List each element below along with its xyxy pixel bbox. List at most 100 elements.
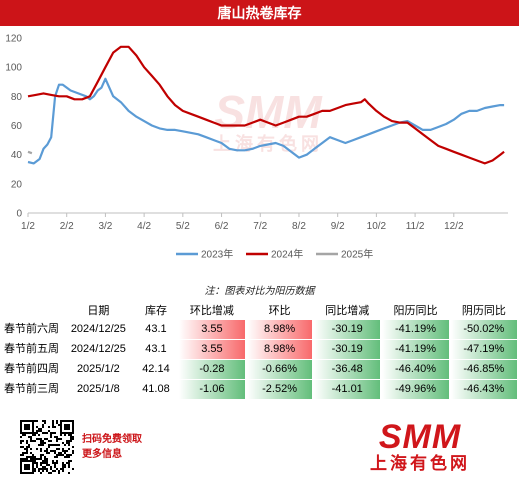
footer: 扫码免费领取 更多信息 SMM 上海有色网 xyxy=(0,414,519,491)
x-tick-label: 5/2 xyxy=(176,221,190,232)
y-tick-label: 60 xyxy=(11,121,23,132)
table-row: 春节前三周 2025/1/8 41.08 -1.06 -2.52% -41.01 -49.9… xyxy=(4,380,517,399)
inventory-table: 日期 库存 环比增减 环比 同比增减 阳历同比 阴历同比 春节前六周 2024/1… xyxy=(2,299,519,400)
scan-text: 扫码免费领取 更多信息 xyxy=(82,432,142,462)
cell-chg_pct: -0.66% xyxy=(247,360,313,379)
y-tick-label: 120 xyxy=(5,34,22,45)
cell-value: -46.85% xyxy=(450,360,517,379)
cell-value: -46.40% xyxy=(382,360,449,379)
series-line-2 xyxy=(27,150,33,155)
cell-value: -41.19% xyxy=(382,320,449,339)
table-row: 春节前六周 2024/12/25 43.1 3.55 8.98% -30.19 -41.19… xyxy=(4,320,517,339)
header-cell: 阴历同比 xyxy=(461,304,506,317)
cell-value: -36.48 xyxy=(314,360,381,379)
cell-yoy_chg: -36.48 xyxy=(314,360,381,379)
cell-value: -0.28 xyxy=(178,360,246,379)
x-tick-label: 6/2 xyxy=(215,221,229,232)
cell-yoy: -46.40% xyxy=(382,360,449,379)
cell-name: 春节前四周 xyxy=(4,360,62,379)
x-tick-label: 9/2 xyxy=(331,221,345,232)
watermark-subtext: 上海有色网 xyxy=(213,133,323,154)
cell-value: -41.19% xyxy=(382,340,449,359)
x-tick-label: 3/2 xyxy=(98,221,112,232)
x-tick-label: 8/2 xyxy=(292,221,306,232)
smm-logo: SMM 上海有色网 xyxy=(365,420,475,480)
cell-value: 春节前五周 xyxy=(4,343,59,355)
qr-code-icon[interactable] xyxy=(20,420,74,474)
cell-value: 43.1 xyxy=(145,343,167,355)
y-tick-label: 20 xyxy=(11,179,23,190)
cell-lunar: -50.02% xyxy=(450,320,517,339)
table-body: 春节前六周 2024/12/25 43.1 3.55 8.98% -30.19 -41.19… xyxy=(4,320,517,399)
watermark-text: SMM xyxy=(214,86,323,138)
cell-value: -2.52% xyxy=(247,380,313,399)
scan-line-1: 扫码免费领取 xyxy=(82,434,142,445)
cell-stock: 42.14 xyxy=(135,360,177,379)
logo-subtext: 上海有色网 xyxy=(370,454,470,473)
cell-value: -0.66% xyxy=(247,360,313,379)
header-cell xyxy=(4,300,62,319)
y-tick-label: 0 xyxy=(16,209,22,220)
cell-chg: 3.55 xyxy=(178,340,246,359)
cell-value: 2024/12/25 xyxy=(70,343,126,355)
table-header-row: 日期 库存 环比增减 环比 同比增减 阳历同比 阴历同比 xyxy=(4,300,517,319)
cell-value: 42.14 xyxy=(142,363,170,375)
cell-value: 春节前六周 xyxy=(4,323,59,335)
series-line-1 xyxy=(27,45,505,165)
x-tick-label: 7/2 xyxy=(253,221,267,232)
cell-stock: 43.1 xyxy=(135,320,177,339)
chart-note: 注：图表对比为阳历数据 xyxy=(204,286,315,297)
legend-label: 2025年 xyxy=(341,248,373,261)
cell-name: 春节前六周 xyxy=(4,320,62,339)
cell-value: 3.55 xyxy=(178,340,246,359)
cell-value: -50.02% xyxy=(450,320,517,339)
cell-value: 2025/1/2 xyxy=(76,363,120,375)
x-tick-label: 12/2 xyxy=(444,221,464,232)
cell-chg: -0.28 xyxy=(178,360,246,379)
cell-date: 2024/12/25 xyxy=(64,340,134,359)
cell-yoy: -41.19% xyxy=(382,340,449,359)
cell-value: 8.98% xyxy=(247,320,313,339)
cell-lunar: -46.43% xyxy=(450,380,517,399)
logo-text: SMM xyxy=(378,418,462,456)
cell-yoy: -41.19% xyxy=(382,320,449,339)
cell-yoy_chg: -30.19 xyxy=(314,320,381,339)
cell-stock: 43.1 xyxy=(135,340,177,359)
line-chart: SMM 上海有色网 0 20 40 60 80 100 120 1/2 2/2 3/2 4/2 5/2 6/… xyxy=(0,28,519,278)
cell-value: 3.55 xyxy=(178,320,246,339)
cell-value: 2025/1/8 xyxy=(76,383,120,395)
x-tick-label: 1/2 xyxy=(21,221,35,232)
cell-chg_pct: 8.98% xyxy=(247,340,313,359)
y-tick-label: 100 xyxy=(5,63,22,74)
cell-chg: -1.06 xyxy=(178,380,246,399)
header-cell: 环比增减 xyxy=(189,304,234,317)
cell-name: 春节前三周 xyxy=(4,380,62,399)
cell-value: 41.08 xyxy=(142,383,170,395)
table-row: 春节前四周 2025/1/2 42.14 -0.28 -0.66% -36.48 -46.4… xyxy=(4,360,517,379)
header-cell: 阳历同比 xyxy=(393,304,438,317)
cell-value: 春节前四周 xyxy=(4,363,59,375)
cell-chg_pct: 8.98% xyxy=(247,320,313,339)
cell-value: 春节前三周 xyxy=(4,383,59,395)
cell-value: 2024/12/25 xyxy=(70,323,126,335)
cell-chg_pct: -2.52% xyxy=(247,380,313,399)
x-tick-label: 11/2 xyxy=(406,221,425,232)
cell-value: -30.19 xyxy=(314,320,381,339)
cell-stock: 41.08 xyxy=(135,380,177,399)
header-cell: 环比 xyxy=(268,304,291,317)
cell-date: 2025/1/2 xyxy=(64,360,134,379)
cell-name: 春节前五周 xyxy=(4,340,62,359)
cell-value: 43.1 xyxy=(145,323,167,335)
legend-label: 2024年 xyxy=(271,248,303,261)
header-cell: 同比增减 xyxy=(325,304,370,317)
x-tick-label: 4/2 xyxy=(137,221,151,232)
cell-date: 2024/12/25 xyxy=(64,320,134,339)
y-tick-label: 40 xyxy=(11,150,23,161)
cell-value: -47.19% xyxy=(450,340,517,359)
cell-yoy_chg: -41.01 xyxy=(314,380,381,399)
header-cell: 库存 xyxy=(144,304,167,317)
cell-date: 2025/1/8 xyxy=(64,380,134,399)
cell-value: -46.43% xyxy=(450,380,517,399)
x-tick-label: 2/2 xyxy=(60,221,74,232)
